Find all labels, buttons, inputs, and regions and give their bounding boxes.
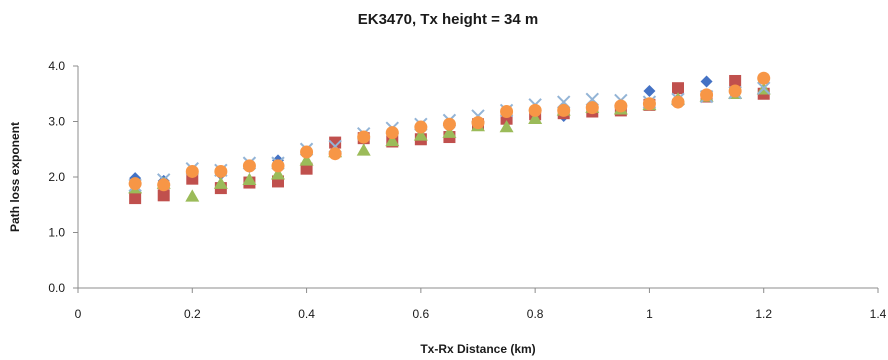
data-point [356,143,371,156]
y-tick-label: 2.0 [48,170,65,184]
x-tick-label: 0.4 [298,307,315,321]
data-point [471,116,485,130]
data-point [214,164,228,178]
y-axis-ticks: 0.0 1.0 2.0 3.0 4.0 [48,59,78,295]
data-point [271,159,285,173]
data-point [642,97,656,111]
x-tick-label: 0 [75,307,82,321]
y-tick-label: 1.0 [48,226,65,240]
data-point [728,84,742,98]
data-point [700,75,713,88]
data-point [528,103,542,117]
data-point [242,172,257,186]
x-tick-label: 0.8 [527,307,544,321]
series-5 [128,71,771,192]
y-tick-label: 4.0 [48,59,65,73]
y-tick-label: 3.0 [48,115,65,129]
data-point [757,71,771,85]
x-tick-label: 0.6 [413,307,430,321]
y-tick-label: 0.0 [48,281,65,295]
data-point [157,189,170,202]
data-point [271,167,285,180]
data-points [128,71,771,205]
chart-title: EK3470, Tx height = 34 m [358,11,539,28]
data-point [413,128,428,141]
data-point [528,111,543,124]
data-point [557,103,571,117]
data-point [700,88,714,102]
x-tick-label: 1.2 [755,307,772,321]
data-point [442,117,456,131]
x-tick-label: 1.4 [870,307,887,321]
data-point [585,101,599,115]
data-point [757,81,771,95]
x-axis-ticks: 0 0.2 0.4 0.6 0.8 1 1.2 1.4 [75,288,887,321]
data-point [614,99,628,113]
data-point [499,120,514,133]
data-point [643,84,656,97]
data-point [128,177,142,191]
data-point [500,112,513,125]
data-point [385,126,399,140]
data-point [242,159,256,173]
x-tick-label: 0.2 [184,307,201,321]
data-point [213,176,228,189]
data-point [671,95,685,109]
y-axis-label: Path loss exponent [8,122,22,232]
x-tick-label: 1 [646,307,653,321]
data-point [672,82,684,95]
data-point [299,153,314,166]
data-point [442,125,457,138]
data-point [500,105,514,119]
data-point [729,74,742,87]
data-point [185,164,199,178]
data-point [300,145,314,159]
data-point [329,136,342,149]
data-point [129,192,142,205]
data-point [385,133,400,147]
data-point [157,178,171,192]
data-point [300,162,313,175]
data-point [357,130,371,144]
data-point [328,147,342,161]
data-point [414,120,428,134]
data-point [185,189,200,202]
x-axis-label: Tx-Rx Distance (km) [420,342,535,356]
